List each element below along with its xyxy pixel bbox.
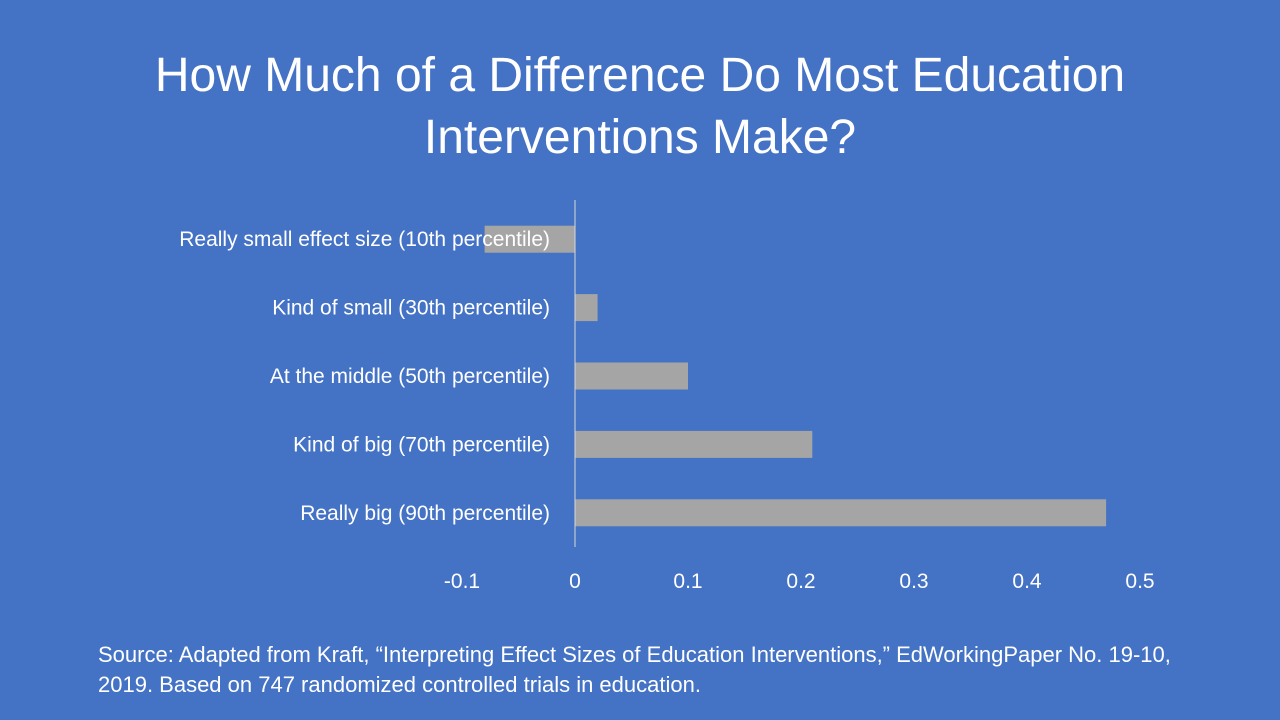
category-label: Really small effect size (10th percentil… <box>179 228 550 251</box>
category-label: Kind of big (70th percentile) <box>293 433 550 456</box>
bar-4 <box>575 430 813 458</box>
category-label: Kind of small (30th percentile) <box>272 297 550 320</box>
bars-layer <box>484 225 1107 527</box>
x-tick-label: -0.1 <box>444 570 480 593</box>
bar-3 <box>575 362 688 390</box>
x-tick-label: 0.3 <box>899 570 928 593</box>
bar-2 <box>575 294 598 322</box>
slide-title: How Much of a Difference Do Most Educati… <box>154 49 1126 164</box>
category-label: At the middle (50th percentile) <box>270 365 550 388</box>
source-note: Source: Adapted from Kraft, “Interpretin… <box>98 642 1171 697</box>
tick-labels: -0.1 0 0.1 0.2 0.3 0.4 0.5 <box>444 570 1155 593</box>
x-tick-label: 0.2 <box>786 570 815 593</box>
bar-1 <box>484 225 575 253</box>
bar-5 <box>575 499 1107 527</box>
category-labels: Really small effect size (10th percentil… <box>179 228 550 525</box>
x-tick-label: 0 <box>569 570 581 593</box>
x-tick-label: 0.1 <box>673 570 702 593</box>
category-label: Really big (90th percentile) <box>300 502 550 525</box>
x-tick-label: 0.4 <box>1012 570 1042 593</box>
x-tick-label: 0.5 <box>1125 570 1154 593</box>
